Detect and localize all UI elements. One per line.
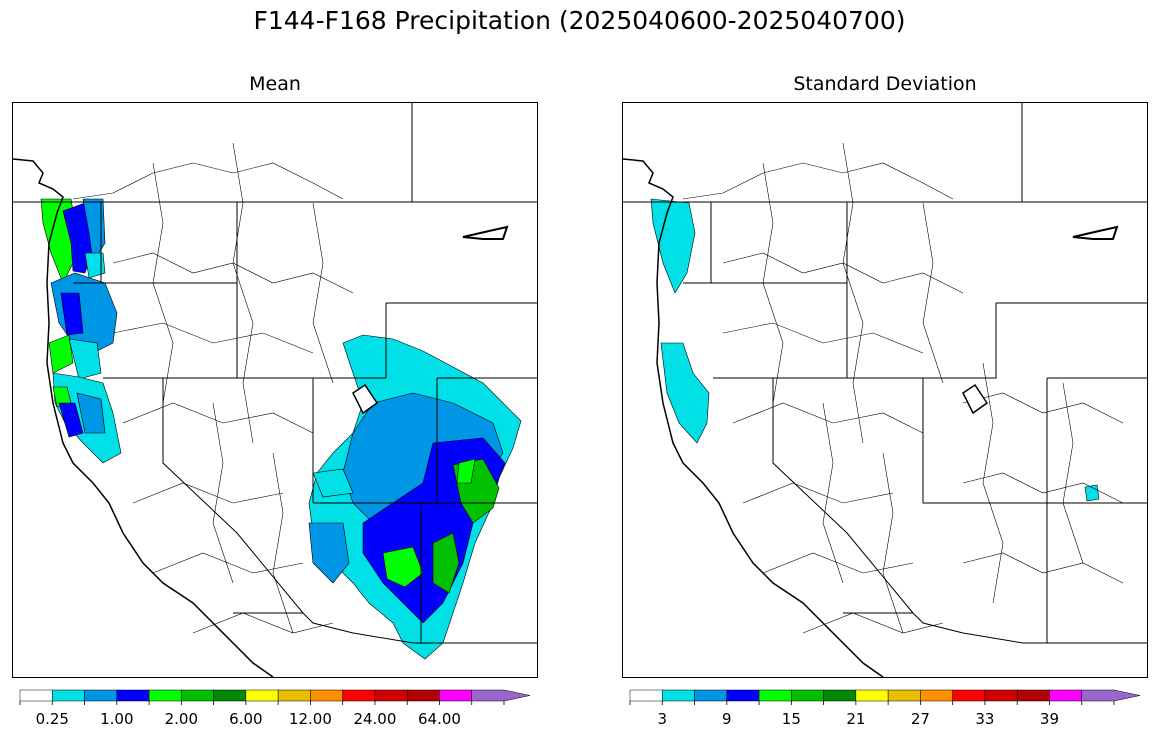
colorbar-tick-label: 27 bbox=[910, 710, 930, 728]
stddev-state-borders bbox=[623, 103, 1147, 644]
colorbar-tick-label: 0.25 bbox=[35, 710, 69, 728]
colorbar-tick-label: 1.00 bbox=[100, 710, 134, 728]
colorbar-swatch bbox=[245, 689, 279, 702]
colorbar-tick-label: 2.00 bbox=[164, 710, 199, 728]
stddev-map bbox=[622, 102, 1148, 678]
stddev-precip-shading bbox=[650, 198, 1100, 502]
colorbar-swatch bbox=[439, 689, 472, 702]
stddev-colorbar: 3 9 15 21 27 33 39 bbox=[629, 689, 1141, 730]
colorbar-tick-label: 24.00 bbox=[353, 710, 397, 728]
colorbar-tick-label: 9 bbox=[722, 710, 732, 728]
colorbar-swatch bbox=[823, 689, 857, 702]
colorbar-tick-label: 15 bbox=[781, 710, 801, 728]
mean-precip-shading bbox=[40, 198, 522, 660]
figure-title: F144-F168 Precipitation (2025040600-2025… bbox=[253, 6, 906, 35]
colorbar-swatch bbox=[19, 689, 53, 702]
colorbar-swatch bbox=[310, 689, 343, 702]
colorbar-swatch bbox=[758, 689, 792, 702]
stddev-map-canvas bbox=[623, 103, 1147, 677]
stddev-panel-title: Standard Deviation bbox=[793, 73, 977, 95]
colorbar-tick-label: 33 bbox=[975, 710, 995, 728]
stddev-coastline bbox=[623, 158, 884, 677]
colorbar-swatch bbox=[374, 689, 408, 702]
colorbar-swatch bbox=[952, 689, 986, 702]
colorbar-swatch bbox=[629, 689, 663, 702]
colorbar-svg bbox=[629, 689, 1141, 705]
colorbar-swatch bbox=[887, 689, 921, 702]
colorbar-swatch bbox=[726, 689, 760, 702]
colorbar-swatch bbox=[920, 689, 953, 702]
colorbar-tick-label: 64.00 bbox=[417, 710, 461, 728]
colorbar-tick-label: 6.00 bbox=[229, 710, 263, 728]
colorbar-swatch bbox=[406, 689, 440, 702]
colorbar-tick-label: 3 bbox=[657, 710, 668, 728]
colorbar-swatch bbox=[791, 689, 824, 702]
stddev-region-northern-california-coast bbox=[660, 342, 710, 444]
mean-map-canvas bbox=[13, 103, 537, 677]
colorbar-swatch bbox=[1016, 689, 1050, 702]
colorbar-swatch bbox=[342, 689, 376, 702]
mean-colorbar: 0.25 1.00 2.00 6.00 12.00 24.00 64.00 bbox=[19, 689, 531, 730]
colorbar-swatch bbox=[694, 689, 728, 702]
colorbar-swatch bbox=[662, 689, 695, 702]
stddev-basin-outlines bbox=[682, 142, 1124, 634]
colorbar-swatch bbox=[148, 689, 182, 702]
mean-basin-outlines bbox=[72, 142, 354, 634]
colorbar-swatch bbox=[84, 689, 118, 702]
colorbar-swatch bbox=[277, 689, 311, 702]
mean-map bbox=[12, 102, 538, 678]
colorbar-swatch bbox=[1081, 689, 1141, 702]
colorbar-swatch bbox=[984, 689, 1018, 702]
colorbar-swatch bbox=[116, 689, 150, 702]
stddev-region-pacific-northwest-coast bbox=[650, 198, 696, 294]
colorbar-swatch bbox=[1049, 689, 1082, 702]
colorbar-tick-label: 39 bbox=[1039, 710, 1059, 728]
colorbar-swatch bbox=[855, 689, 889, 702]
colorbar-swatch bbox=[52, 689, 85, 702]
mean-panel-title: Mean bbox=[249, 73, 301, 95]
colorbar-svg bbox=[19, 689, 531, 705]
colorbar-tick-label: 21 bbox=[846, 710, 866, 728]
mean-state-borders bbox=[13, 103, 537, 644]
colorbar-swatch bbox=[471, 689, 531, 702]
colorbar-swatch bbox=[213, 689, 247, 702]
colorbar-tick-label: 12.00 bbox=[288, 710, 332, 728]
colorbar-swatch bbox=[181, 689, 214, 702]
mean-coastline bbox=[13, 158, 274, 677]
